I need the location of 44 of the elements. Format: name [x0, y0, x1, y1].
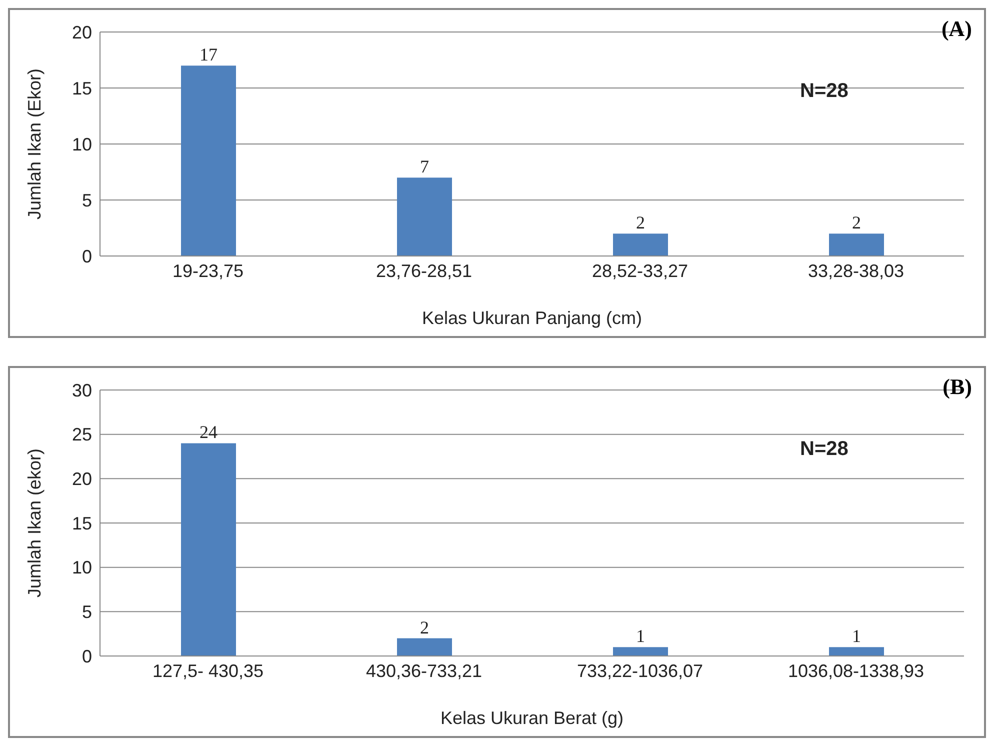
data-label: 7: [420, 156, 429, 177]
bar: [613, 647, 668, 656]
y-axis-title: Jumlah Ikan (ekor): [24, 448, 44, 598]
y-tick-label: 10: [72, 134, 92, 154]
bar: [397, 638, 452, 656]
y-tick-label: 25: [72, 424, 92, 445]
x-tick-label: 19-23,75: [172, 260, 244, 281]
y-tick-label: 20: [72, 469, 92, 490]
data-label: 2: [852, 212, 861, 233]
x-tick-label: 28,52-33,27: [592, 260, 688, 281]
annotation: N=28: [800, 80, 848, 103]
x-tick-label: 1036,08-1338,93: [788, 660, 924, 681]
y-tick-label: 15: [72, 513, 92, 534]
y-tick-label: 0: [82, 246, 92, 266]
data-label: 17: [200, 44, 218, 65]
bar: [397, 178, 452, 256]
y-tick-label: 5: [82, 190, 92, 210]
chart-title: (B): [942, 374, 972, 400]
data-label: 2: [636, 212, 645, 233]
data-label: 1: [852, 626, 861, 646]
x-axis-title: Kelas Ukuran Panjang (cm): [422, 308, 642, 328]
x-tick-label: 430,36-733,21: [366, 660, 482, 681]
data-label: 1: [636, 626, 645, 646]
y-tick-label: 30: [72, 380, 92, 400]
x-tick-label: 23,76-28,51: [376, 260, 472, 281]
bar: [613, 234, 668, 256]
bar: [181, 443, 236, 656]
x-tick-label: 733,22-1036,07: [576, 660, 704, 681]
data-label: 2: [420, 617, 429, 638]
annotation: N=28: [800, 438, 848, 461]
x-axis-title: Kelas Ukuran Berat (g): [440, 708, 624, 728]
y-tick-label: 20: [72, 22, 92, 42]
x-tick-label: 33,28-38,03: [808, 260, 904, 281]
y-axis-title: Jumlah Ikan (Ekor): [24, 68, 44, 220]
y-tick-label: 15: [72, 78, 92, 98]
data-label: 24: [200, 422, 218, 442]
bar: [829, 234, 884, 256]
y-tick-label: 5: [82, 602, 92, 622]
x-tick-label: 127,5- 430,35: [152, 660, 264, 681]
y-tick-label: 10: [72, 558, 92, 578]
bar: [829, 647, 884, 656]
y-tick-label: 0: [82, 646, 92, 666]
chart-title: (A): [941, 16, 972, 42]
bar: [181, 66, 236, 256]
